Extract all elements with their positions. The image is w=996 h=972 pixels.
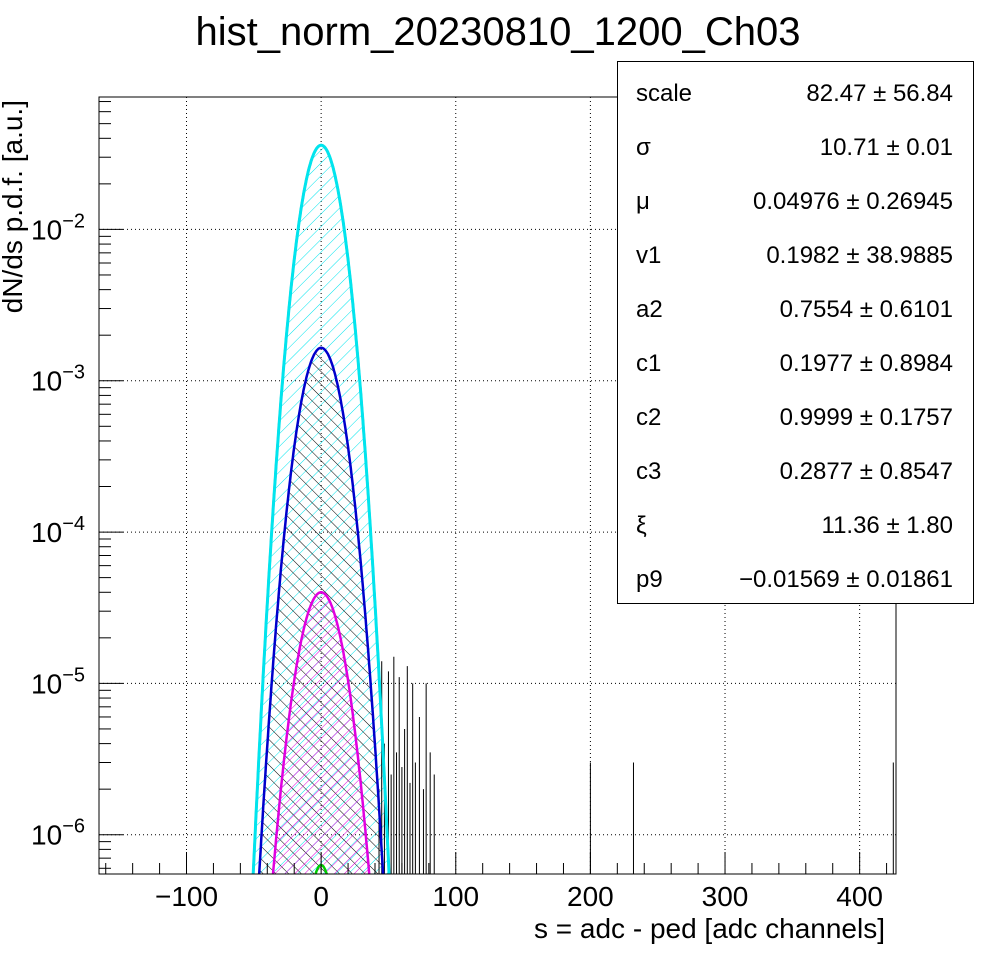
stat-value: 0.1982 ± 38.9885 <box>766 242 953 269</box>
stat-row: μ 0.04976 ± 0.26945 <box>618 174 973 228</box>
y-tick-label: 10−2 <box>31 210 85 245</box>
axis-ticks <box>99 101 888 874</box>
stat-value: 0.04976 ± 0.26945 <box>752 188 953 215</box>
x-tick-label: 400 <box>836 881 883 912</box>
stat-value: 11.36 ± 1.80 <box>821 512 954 539</box>
x-tick-label: 0 <box>313 881 329 912</box>
fit-curves <box>251 143 391 874</box>
stat-name: c2 <box>636 404 662 431</box>
stat-name: σ <box>636 134 651 161</box>
stat-name: μ <box>636 188 650 215</box>
stat-name: c1 <box>636 350 662 377</box>
stat-value: 0.2877 ± 0.8547 <box>779 458 953 485</box>
stat-row: scale 82.47 ± 56.84 <box>618 66 973 120</box>
fit-stats-box: scale 82.47 ± 56.84 σ 10.71 ± 0.01 μ 0.04976 … <box>617 61 974 604</box>
stat-row: c1 0.1977 ± 0.8984 <box>618 336 973 390</box>
fit-curve-1 <box>251 143 391 874</box>
stat-name: scale <box>636 80 693 107</box>
stat-name: c3 <box>636 458 662 485</box>
y-tick-label: 10−4 <box>31 513 85 548</box>
y-tick-label: 10−5 <box>31 664 85 699</box>
stat-value: 0.1977 ± 0.8984 <box>779 350 953 377</box>
axis-tick-labels: −100 0 100 200 300 400 10−6 10−5 10−4 10−3 10−2 <box>31 210 883 912</box>
stat-row: c3 0.2877 ± 0.8547 <box>618 444 973 498</box>
x-tick-label: −100 <box>155 881 218 912</box>
x-tick-label: 200 <box>567 881 614 912</box>
y-tick-label: 10−3 <box>31 362 85 397</box>
stat-value: 82.47 ± 56.84 <box>806 80 953 107</box>
stat-row: σ 10.71 ± 0.01 <box>618 120 973 174</box>
x-tick-label: 100 <box>432 881 479 912</box>
y-tick-label: 10−6 <box>31 816 85 851</box>
stat-name: ξ <box>636 512 647 539</box>
stat-row: a2 0.7554 ± 0.6101 <box>618 282 973 336</box>
y-axis-label: dN/ds p.d.f. [a.u.] <box>0 100 28 313</box>
stat-row: v1 0.1982 ± 38.9885 <box>618 228 973 282</box>
stat-name: a2 <box>636 296 663 323</box>
chart-title: hist_norm_20230810_1200_Ch03 <box>195 10 801 54</box>
stat-value: 10.71 ± 0.01 <box>819 134 953 161</box>
stat-value: 0.9999 ± 0.1757 <box>779 404 953 431</box>
stat-name: p9 <box>636 566 663 593</box>
x-axis-label: s = adc - ped [adc channels] <box>534 913 885 944</box>
fit-curve-2 <box>257 346 385 874</box>
x-tick-label: 300 <box>702 881 749 912</box>
stat-value: 0.7554 ± 0.6101 <box>779 296 953 323</box>
stat-row: ξ 11.36 ± 1.80 <box>618 498 973 552</box>
stat-name: v1 <box>636 242 662 269</box>
stat-row: p9 −0.01569 ± 0.01861 <box>618 552 973 606</box>
fit-curve-3 <box>271 591 371 874</box>
stat-row: c2 0.9999 ± 0.1757 <box>618 390 973 444</box>
stat-value: −0.01569 ± 0.01861 <box>738 566 953 593</box>
